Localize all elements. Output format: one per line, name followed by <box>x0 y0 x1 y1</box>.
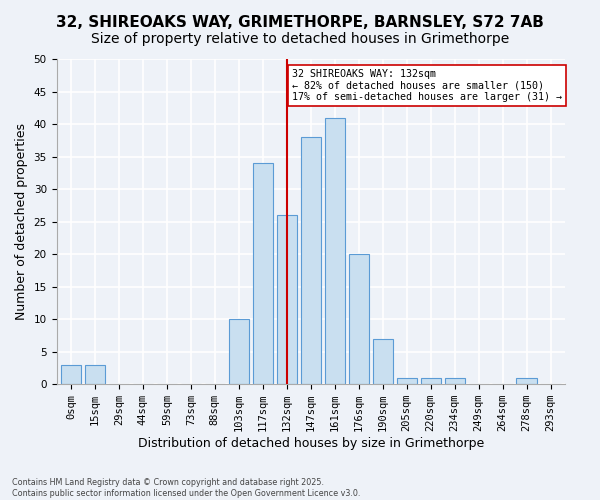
Bar <box>325 118 345 384</box>
Text: Contains HM Land Registry data © Crown copyright and database right 2025.
Contai: Contains HM Land Registry data © Crown c… <box>12 478 361 498</box>
Y-axis label: Number of detached properties: Number of detached properties <box>15 123 28 320</box>
Bar <box>421 378 441 384</box>
Bar <box>253 163 273 384</box>
Bar <box>229 319 249 384</box>
Bar <box>85 364 105 384</box>
Bar <box>445 378 465 384</box>
Bar <box>349 254 369 384</box>
Bar <box>61 364 81 384</box>
Bar <box>373 338 393 384</box>
Bar <box>397 378 417 384</box>
Bar <box>517 378 537 384</box>
Text: Size of property relative to detached houses in Grimethorpe: Size of property relative to detached ho… <box>91 32 509 46</box>
Text: 32 SHIREOAKS WAY: 132sqm
← 82% of detached houses are smaller (150)
17% of semi-: 32 SHIREOAKS WAY: 132sqm ← 82% of detach… <box>292 69 562 102</box>
Bar <box>277 215 297 384</box>
Text: 32, SHIREOAKS WAY, GRIMETHORPE, BARNSLEY, S72 7AB: 32, SHIREOAKS WAY, GRIMETHORPE, BARNSLEY… <box>56 15 544 30</box>
X-axis label: Distribution of detached houses by size in Grimethorpe: Distribution of detached houses by size … <box>137 437 484 450</box>
Bar <box>301 137 321 384</box>
